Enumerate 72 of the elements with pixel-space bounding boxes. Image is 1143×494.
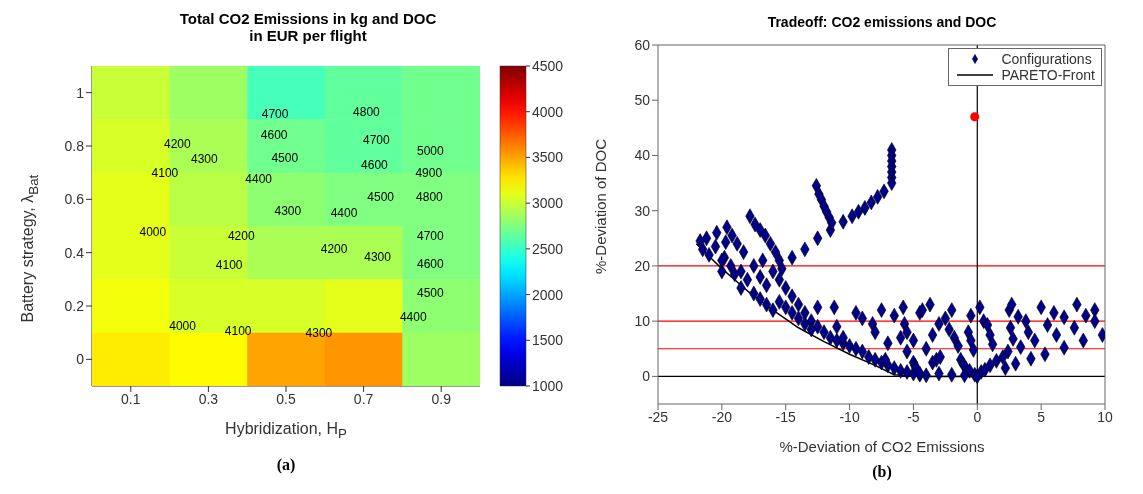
x-tick-label: -20	[711, 408, 733, 425]
color-bar-label: 3000	[532, 195, 564, 212]
annotation: 4600	[360, 157, 389, 174]
x-tick-label: -10	[839, 408, 860, 425]
annotation: 4800	[415, 188, 444, 205]
x-tick-label: 0	[973, 408, 982, 425]
y-tick-label: 0.2	[64, 297, 85, 314]
color-bar-label: 2500	[532, 240, 564, 257]
annotation: 4300	[190, 151, 219, 168]
annotation: 4300	[363, 248, 392, 265]
annotation: 4200	[226, 228, 256, 245]
x-tick-label: -25	[647, 408, 669, 425]
y-tick-label: 0	[76, 351, 85, 368]
annotation: 5000	[415, 143, 445, 160]
x-tick-label: -15	[775, 408, 797, 425]
annotation: 4600	[415, 256, 445, 273]
x-tick-label: 0.9	[431, 390, 452, 407]
annotation: 4400	[329, 204, 359, 221]
annotation: 4400	[398, 308, 428, 325]
annotation: 4100	[214, 257, 244, 274]
legend-label: Configurations	[1001, 51, 1092, 67]
annotation: 4100	[223, 322, 253, 339]
annotation: 4700	[260, 106, 290, 123]
x-tick-label: -5	[907, 408, 920, 425]
text: (a)	[275, 456, 297, 474]
y-tick-label: 1	[76, 84, 85, 101]
annotation: 4300	[273, 202, 303, 219]
x-tick-label: 10	[1097, 408, 1113, 425]
annotation: 4400	[244, 171, 273, 188]
annotation: 4100	[150, 165, 180, 182]
y-tick-label: 0.6	[64, 191, 85, 208]
color-bar-label: 1500	[532, 332, 564, 349]
y-axis-title: %-Deviation of DOC	[591, 138, 609, 277]
annotation: 4900	[414, 164, 444, 181]
chart-title: Total CO2 Emissions in kg and DOC in EUR per flight	[178, 10, 438, 44]
annotation: 4000	[168, 317, 197, 334]
legend-label: PARETO-Front	[1001, 67, 1095, 83]
annotation: 4200	[163, 135, 192, 152]
x-tick-label: 5	[1037, 408, 1046, 425]
color-bar-label: 3500	[532, 149, 564, 166]
y-tick-label: 50	[634, 92, 651, 109]
chart-title: Tradeoff: CO2 emissions and DOC	[766, 14, 998, 30]
x-tick-label: 0.7	[353, 390, 374, 407]
annotation: 4500	[270, 149, 300, 166]
y-tick-label: 0	[642, 368, 651, 385]
colorbar: 1000 1500 2000 2500 3000 3500 4000 4500	[492, 56, 572, 398]
y-tick-label: 40	[634, 147, 651, 164]
annotation: 4600	[259, 127, 289, 144]
annotation: 4000	[138, 224, 168, 241]
color-bar-label: 4000	[532, 103, 564, 120]
text: (b)	[871, 463, 893, 481]
y-tick-label: 60	[634, 36, 651, 53]
x-tick-label: 0.3	[198, 390, 219, 407]
y-tick-label: 30	[634, 202, 651, 219]
annotation: 4800	[352, 104, 381, 121]
x-axis-title: %-Deviation of CO2 Emissions	[778, 438, 986, 455]
annotation: 4300	[304, 325, 334, 342]
annotation: 4200	[319, 240, 349, 257]
x-tick-label: 0.1	[121, 390, 141, 407]
annotation: 4700	[361, 132, 391, 149]
y-tick-label: 0.4	[64, 244, 85, 261]
x-tick-label: 0.5	[276, 390, 296, 407]
color-bar-label: 2000	[532, 286, 564, 303]
color-bar-label: 4500	[532, 58, 564, 74]
y-tick-label: 10	[634, 313, 651, 330]
x-axis-title: Hybridization, H$_{P}$	[224, 420, 348, 442]
annotation: 4700	[415, 228, 445, 245]
y-tick-label: 0.8	[64, 137, 85, 154]
annotation: 4500	[366, 188, 395, 205]
y-tick-label: 20	[634, 257, 651, 274]
annotation: 4500	[415, 284, 445, 301]
color-bar-label: 1000	[532, 378, 564, 394]
